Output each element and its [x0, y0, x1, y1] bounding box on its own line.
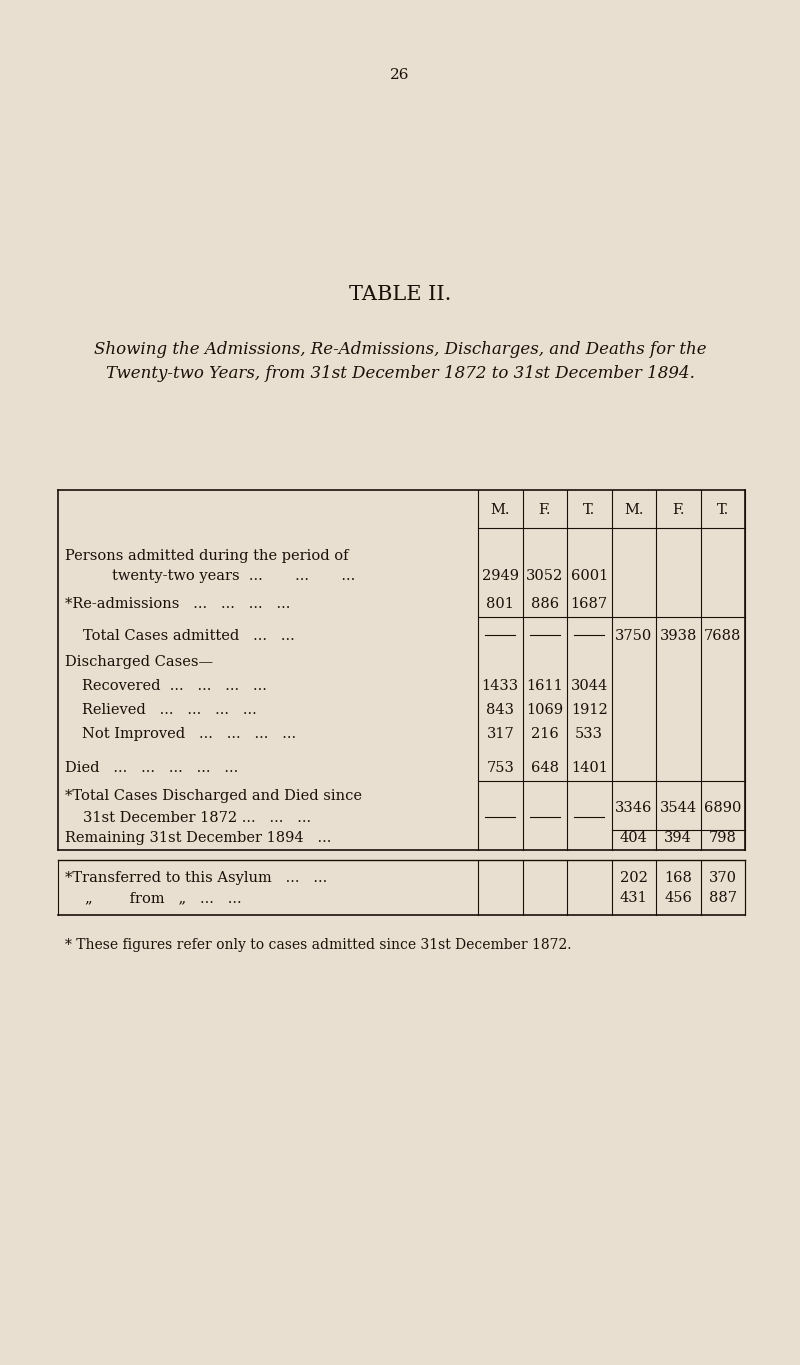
Text: Remaining 31st December 1894   ...: Remaining 31st December 1894 ... — [65, 831, 331, 845]
Text: 533: 533 — [575, 728, 603, 741]
Text: Total Cases admitted   ...   ...: Total Cases admitted ... ... — [83, 629, 294, 643]
Text: Twenty-two Years, from 31st December 1872 to 31st December 1894.: Twenty-two Years, from 31st December 187… — [106, 364, 694, 381]
Text: 3052: 3052 — [526, 569, 563, 583]
Text: 216: 216 — [531, 728, 558, 741]
Text: M.: M. — [490, 502, 510, 517]
Text: F.: F. — [672, 502, 685, 517]
Text: F.: F. — [538, 502, 551, 517]
Text: 370: 370 — [709, 871, 737, 885]
Text: 1069: 1069 — [526, 703, 563, 717]
Text: 317: 317 — [486, 728, 514, 741]
Text: 3938: 3938 — [659, 629, 697, 643]
Text: 648: 648 — [530, 762, 558, 775]
Text: 1912: 1912 — [571, 703, 608, 717]
Text: 3346: 3346 — [615, 801, 653, 815]
Text: Persons admitted during the period of: Persons admitted during the period of — [65, 549, 349, 562]
Text: Recovered  ...   ...   ...   ...: Recovered ... ... ... ... — [82, 678, 267, 693]
Text: 798: 798 — [709, 831, 737, 845]
Text: 26: 26 — [390, 68, 410, 82]
Text: 3044: 3044 — [570, 678, 608, 693]
Text: 887: 887 — [709, 891, 737, 905]
Text: 3750: 3750 — [615, 629, 652, 643]
Text: * These figures refer only to cases admitted since 31st December 1872.: * These figures refer only to cases admi… — [65, 938, 571, 951]
Text: TABLE II.: TABLE II. — [349, 285, 451, 304]
Text: M.: M. — [624, 502, 643, 517]
Text: *Total Cases Discharged and Died since: *Total Cases Discharged and Died since — [65, 789, 362, 803]
Text: Died   ...   ...   ...   ...   ...: Died ... ... ... ... ... — [65, 762, 238, 775]
Text: T.: T. — [717, 502, 729, 517]
Text: 6890: 6890 — [704, 801, 742, 815]
Text: 6001: 6001 — [570, 569, 608, 583]
Text: 1687: 1687 — [570, 597, 608, 612]
Text: twenty-two years  ...       ...       ...: twenty-two years ... ... ... — [112, 569, 355, 583]
Text: 31st December 1872 ...   ...   ...: 31st December 1872 ... ... ... — [83, 811, 311, 824]
Text: 3544: 3544 — [660, 801, 697, 815]
Text: *Re-admissions   ...   ...   ...   ...: *Re-admissions ... ... ... ... — [65, 597, 290, 612]
Text: 1611: 1611 — [526, 678, 563, 693]
Text: 456: 456 — [664, 891, 692, 905]
Text: 7688: 7688 — [704, 629, 742, 643]
Text: T.: T. — [583, 502, 595, 517]
Text: 2949: 2949 — [482, 569, 518, 583]
Text: 843: 843 — [486, 703, 514, 717]
Text: 202: 202 — [620, 871, 648, 885]
Text: 404: 404 — [620, 831, 648, 845]
Text: Not Improved   ...   ...   ...   ...: Not Improved ... ... ... ... — [82, 728, 296, 741]
Text: Showing the Admissions, Re-Admissions, Discharges, and Deaths for the: Showing the Admissions, Re-Admissions, D… — [94, 341, 706, 359]
Text: *Transferred to this Asylum   ...   ...: *Transferred to this Asylum ... ... — [65, 871, 327, 885]
Text: Relieved   ...   ...   ...   ...: Relieved ... ... ... ... — [82, 703, 257, 717]
Text: 394: 394 — [664, 831, 692, 845]
Text: 753: 753 — [486, 762, 514, 775]
Text: 1401: 1401 — [571, 762, 608, 775]
Text: 801: 801 — [486, 597, 514, 612]
Text: 431: 431 — [620, 891, 648, 905]
Text: „        from   „   ...   ...: „ from „ ... ... — [85, 891, 242, 905]
Text: 168: 168 — [664, 871, 692, 885]
Text: 886: 886 — [530, 597, 559, 612]
Text: 1433: 1433 — [482, 678, 519, 693]
Text: Discharged Cases—: Discharged Cases— — [65, 655, 213, 669]
